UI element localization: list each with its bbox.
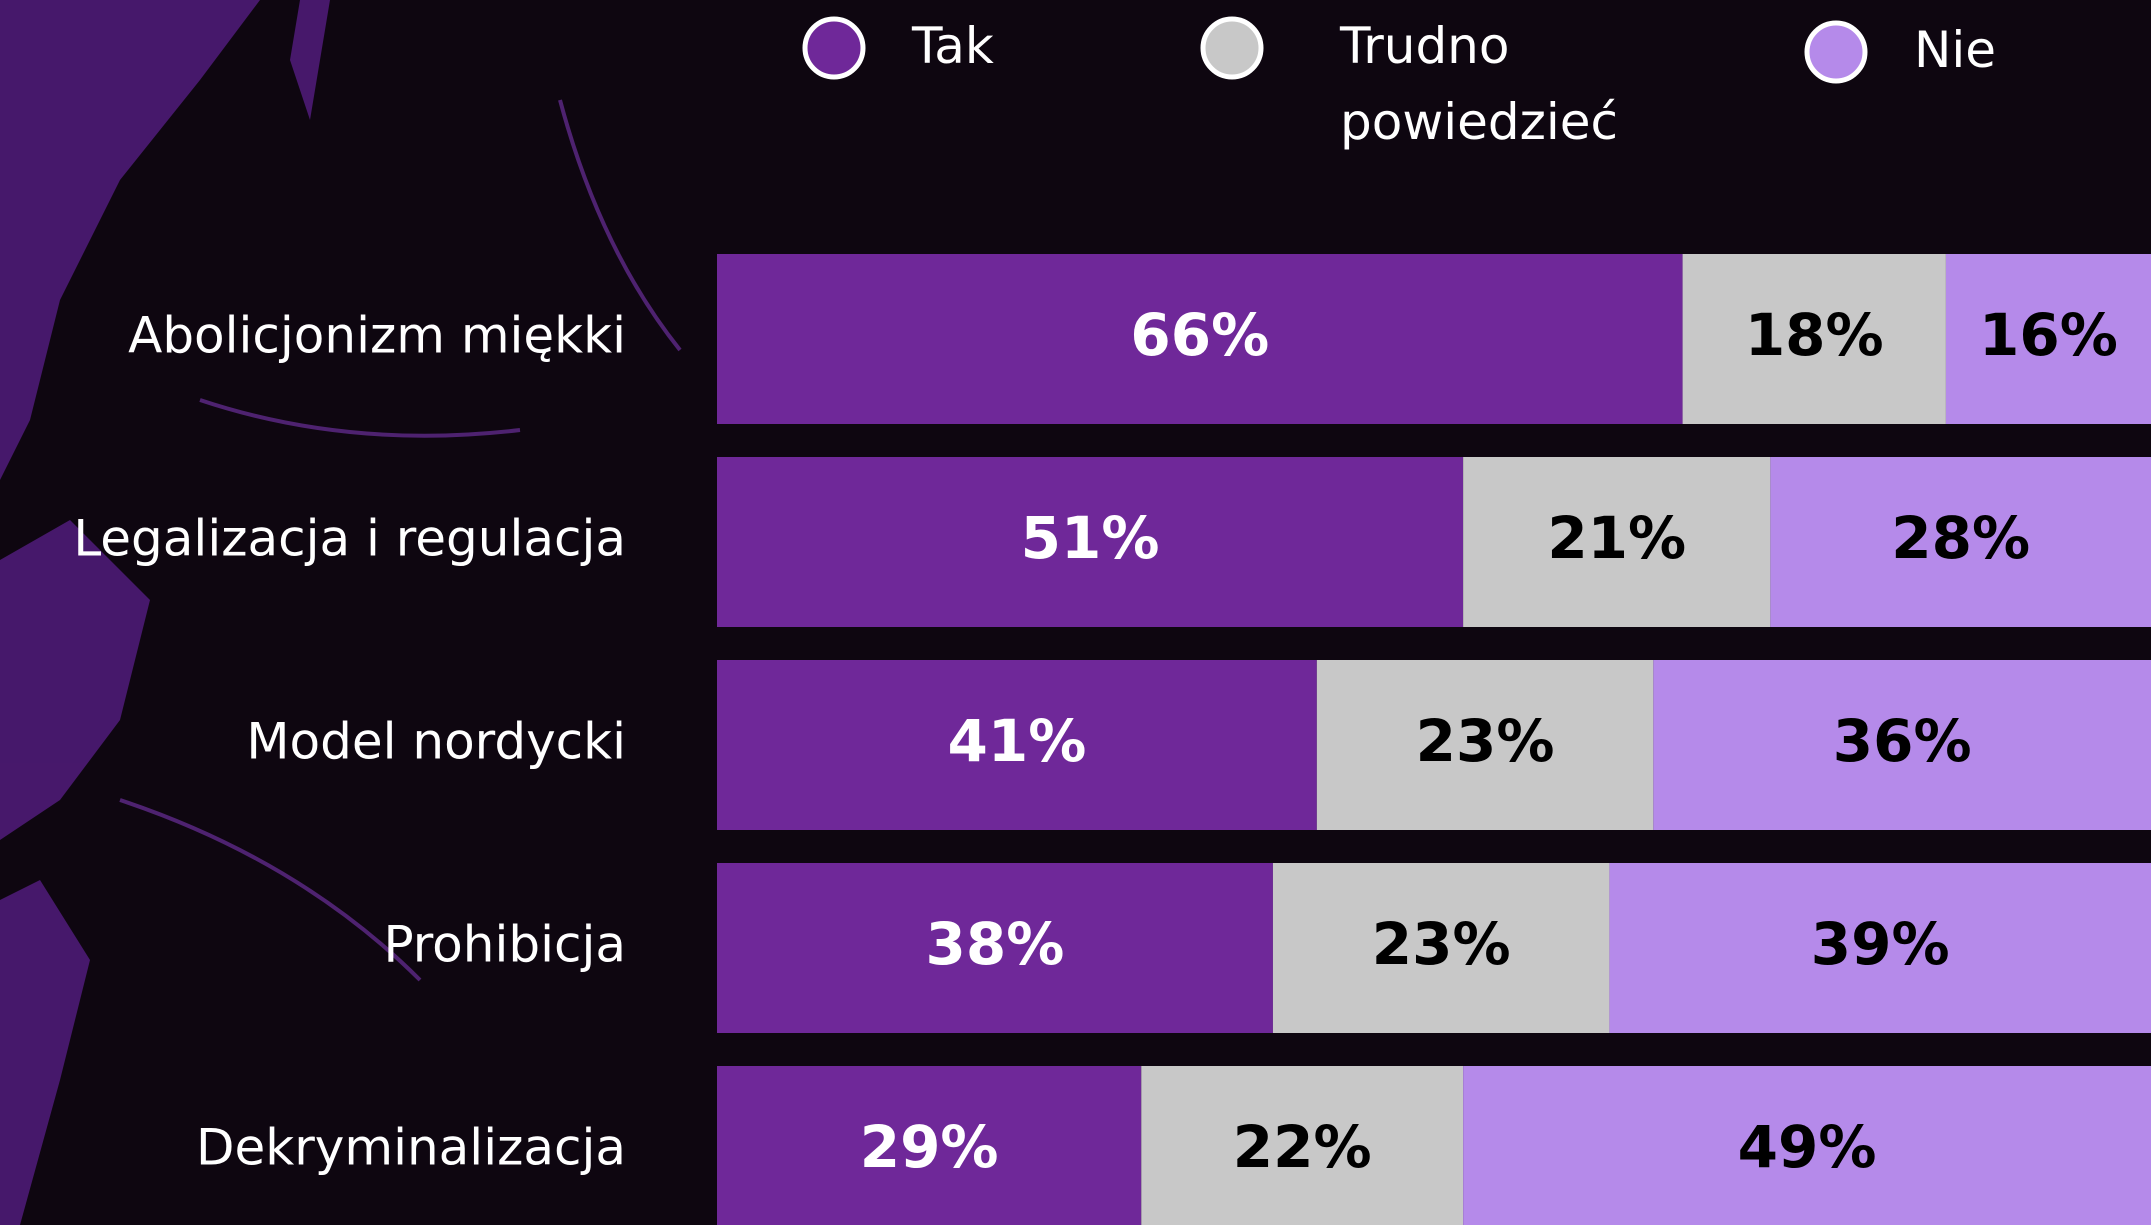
value-label: 49%	[1738, 1113, 1877, 1181]
value-label: 28%	[1891, 504, 2030, 572]
value-label: 36%	[1833, 707, 1972, 775]
category-label: Prohibicja	[383, 916, 626, 974]
value-label: 29%	[860, 1113, 999, 1181]
value-label: 23%	[1372, 910, 1511, 978]
value-label: 41%	[948, 707, 1087, 775]
legend-label: Nie	[1914, 21, 1997, 79]
value-label: 38%	[926, 910, 1065, 978]
value-label: 51%	[1021, 504, 1160, 572]
bar-segment	[717, 660, 1317, 830]
bar-segment	[1945, 254, 2151, 424]
value-label: 39%	[1811, 910, 1950, 978]
legend-swatch	[1804, 20, 1868, 84]
bar-segment	[717, 457, 1464, 627]
category-label: Dekryminalizacja	[196, 1119, 626, 1177]
bar-segment	[717, 863, 1273, 1033]
bar-segment	[1609, 863, 2151, 1033]
value-label: 16%	[1979, 301, 2118, 369]
value-label: 22%	[1233, 1113, 1372, 1181]
category-label: Abolicjonizm miękki	[128, 307, 626, 365]
value-label: 23%	[1416, 707, 1555, 775]
value-label: 66%	[1130, 301, 1269, 369]
background-texture	[0, 0, 330, 1225]
category-label: Model nordycki	[246, 713, 626, 771]
legend-swatch	[1200, 16, 1264, 80]
legend-label: Trudno powiedzieć	[1340, 17, 1619, 151]
bar-segment	[1272, 863, 1610, 1033]
bar-segment	[1770, 457, 2151, 627]
bar-segment	[1653, 660, 2151, 830]
value-label: 18%	[1745, 301, 1884, 369]
bar-segment	[717, 254, 1683, 424]
bar-segment	[1316, 660, 1654, 830]
bar-segment	[1141, 1066, 1464, 1225]
category-label: Legalizacja i regulacja	[73, 510, 626, 568]
value-label: 21%	[1547, 504, 1686, 572]
bar-segment	[1682, 254, 1946, 424]
bar-segment	[1463, 1066, 2151, 1225]
texture-cracks	[119, 99, 682, 982]
bar-segment	[1463, 457, 1771, 627]
legend-label: Tak	[912, 17, 994, 75]
legend-swatch	[802, 16, 866, 80]
bar-segment	[717, 1066, 1142, 1225]
